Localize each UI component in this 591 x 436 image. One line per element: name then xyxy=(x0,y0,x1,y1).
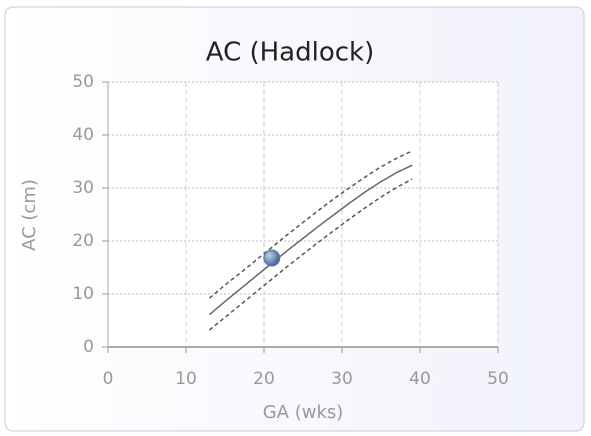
series-line xyxy=(208,150,413,299)
y-tick-label: 50 xyxy=(72,72,94,92)
chart-title: AC (Hadlock) xyxy=(206,38,375,68)
x-tick-label: 50 xyxy=(487,369,509,389)
y-tick-label: 0 xyxy=(83,337,94,357)
y-tick-label: 20 xyxy=(72,231,94,251)
y-tick-label: 40 xyxy=(72,125,94,145)
x-axis-label: GA (wks) xyxy=(263,402,344,423)
x-tick-label: 40 xyxy=(409,369,431,389)
x-tick-label: 0 xyxy=(103,369,114,389)
series-line xyxy=(208,164,413,316)
series-line xyxy=(208,178,413,331)
data-point xyxy=(263,249,281,267)
plot-area xyxy=(108,82,498,347)
x-tick-label: 30 xyxy=(331,369,353,389)
x-tick-label: 10 xyxy=(175,369,197,389)
y-axis-label: AC (cm) xyxy=(19,179,40,251)
y-tick-label: 30 xyxy=(72,178,94,198)
x-tick-label: 20 xyxy=(253,369,275,389)
y-tick-label: 10 xyxy=(72,284,94,304)
